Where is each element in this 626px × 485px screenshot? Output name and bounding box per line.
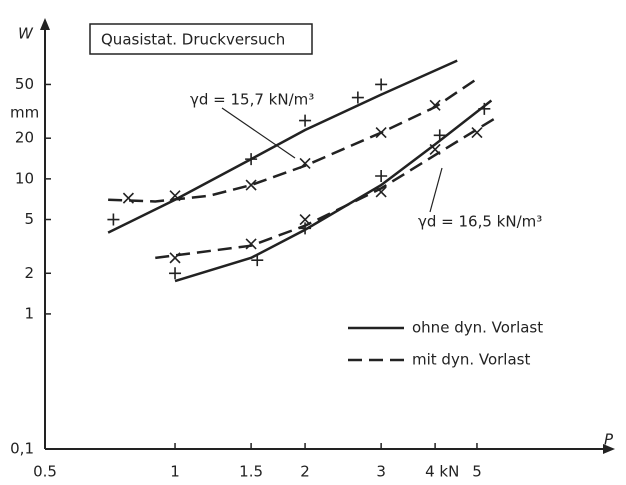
y-tick-label: 2 (24, 264, 34, 282)
point-marker (375, 186, 387, 198)
x-tick-label: 4 kN (425, 463, 459, 481)
leader-line (221, 107, 296, 159)
y-axis-label: W (18, 25, 34, 43)
y-tick-label: 0,1 (10, 440, 34, 458)
x-tick-label: 3 (376, 463, 386, 481)
title-box (89, 23, 313, 55)
x-tick-label: 1 (170, 463, 180, 481)
point-marker (375, 127, 387, 139)
leader-line (429, 167, 443, 213)
y-tick-label: 5 (24, 210, 34, 228)
y-tick-label: 50 (15, 75, 34, 93)
x-tick-label: 0.5 (33, 463, 57, 481)
point-marker (433, 129, 446, 142)
point-marker (169, 267, 182, 280)
x-axis-arrow (603, 444, 615, 454)
point-marker (299, 157, 311, 170)
point-marker (299, 213, 311, 226)
y-axis-unit: mm (10, 104, 39, 122)
point-marker (107, 213, 120, 226)
point-marker (429, 143, 441, 156)
point-marker (375, 169, 388, 182)
y-axis-arrow (40, 18, 50, 30)
point-marker (169, 252, 181, 264)
point-marker (245, 153, 258, 166)
point-marker (169, 190, 181, 202)
y-tick-label: 20 (15, 129, 34, 147)
x-tick-label: 1.5 (239, 463, 263, 481)
curve (107, 59, 458, 234)
legend-label: ohne dyn. Vorlast (412, 319, 543, 337)
x-axis-label: P (604, 431, 614, 449)
point-marker (245, 179, 257, 191)
x-tick-label: 2 (300, 463, 310, 481)
curve (155, 117, 496, 260)
curve (108, 77, 478, 203)
point-marker (351, 91, 364, 104)
y-tick-label: 10 (15, 169, 34, 187)
annotation: γd = 16,5 kN/m³ (418, 213, 542, 231)
point-marker (471, 127, 483, 139)
point-marker (122, 192, 134, 204)
point-marker (299, 114, 312, 127)
legend-label: mit dyn. Vorlast (412, 351, 530, 369)
point-marker (251, 254, 264, 267)
y-tick-label: 1 (24, 304, 34, 322)
point-marker (375, 78, 388, 91)
chart-title: Quasistat. Druckversuch (101, 31, 285, 49)
annotation: γd = 15,7 kN/m³ (190, 91, 314, 109)
point-marker (429, 99, 441, 111)
x-tick-label: 5 (472, 463, 482, 481)
curve (174, 99, 493, 283)
point-marker (245, 238, 257, 250)
point-marker (478, 102, 491, 115)
